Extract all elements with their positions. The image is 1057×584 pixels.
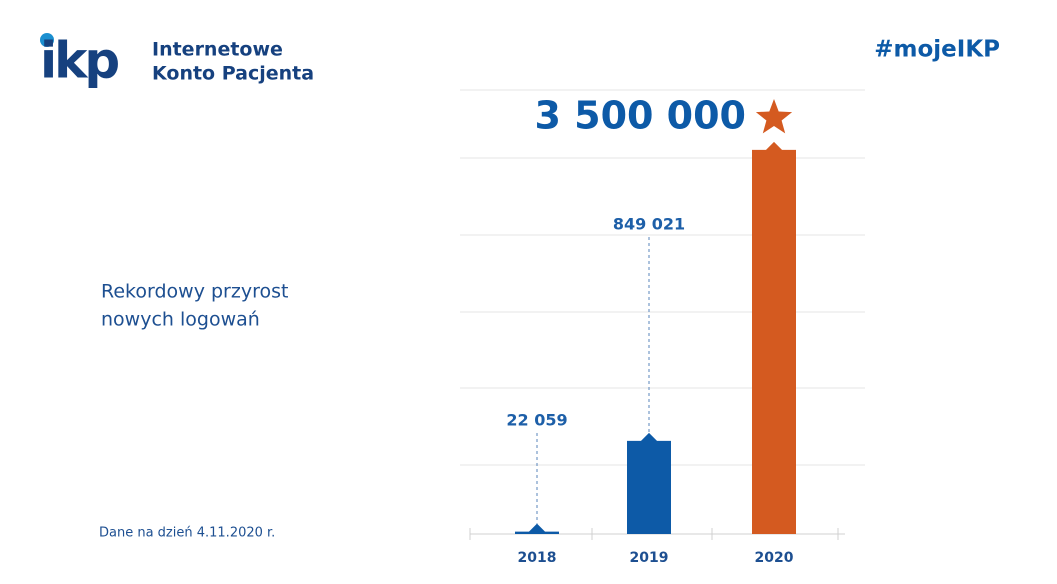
- bar: [627, 432, 671, 534]
- footnote: Dane na dzień 4.11.2020 r.: [99, 526, 275, 541]
- x-tick-label: 2018: [518, 550, 557, 566]
- value-label: 849 021: [613, 215, 685, 234]
- x-tick-label: 2019: [630, 550, 669, 566]
- chart-title: Rekordowy przyrost: [101, 281, 288, 303]
- value-label: 22 059: [506, 411, 567, 430]
- logo-name: Internetowe: [152, 39, 283, 61]
- value-label: 3 500 000: [534, 94, 746, 138]
- chart-title: nowych logowań: [101, 309, 260, 331]
- hashtag: #mojeIKP: [874, 37, 1000, 63]
- star-icon: [755, 99, 793, 134]
- logo-name: Konto Pacjenta: [152, 63, 314, 85]
- x-tick-label: 2020: [755, 550, 794, 566]
- bar: [752, 141, 796, 534]
- logo-mark: ikp: [40, 32, 118, 90]
- bar: [515, 523, 559, 534]
- logo-pin: [40, 33, 54, 47]
